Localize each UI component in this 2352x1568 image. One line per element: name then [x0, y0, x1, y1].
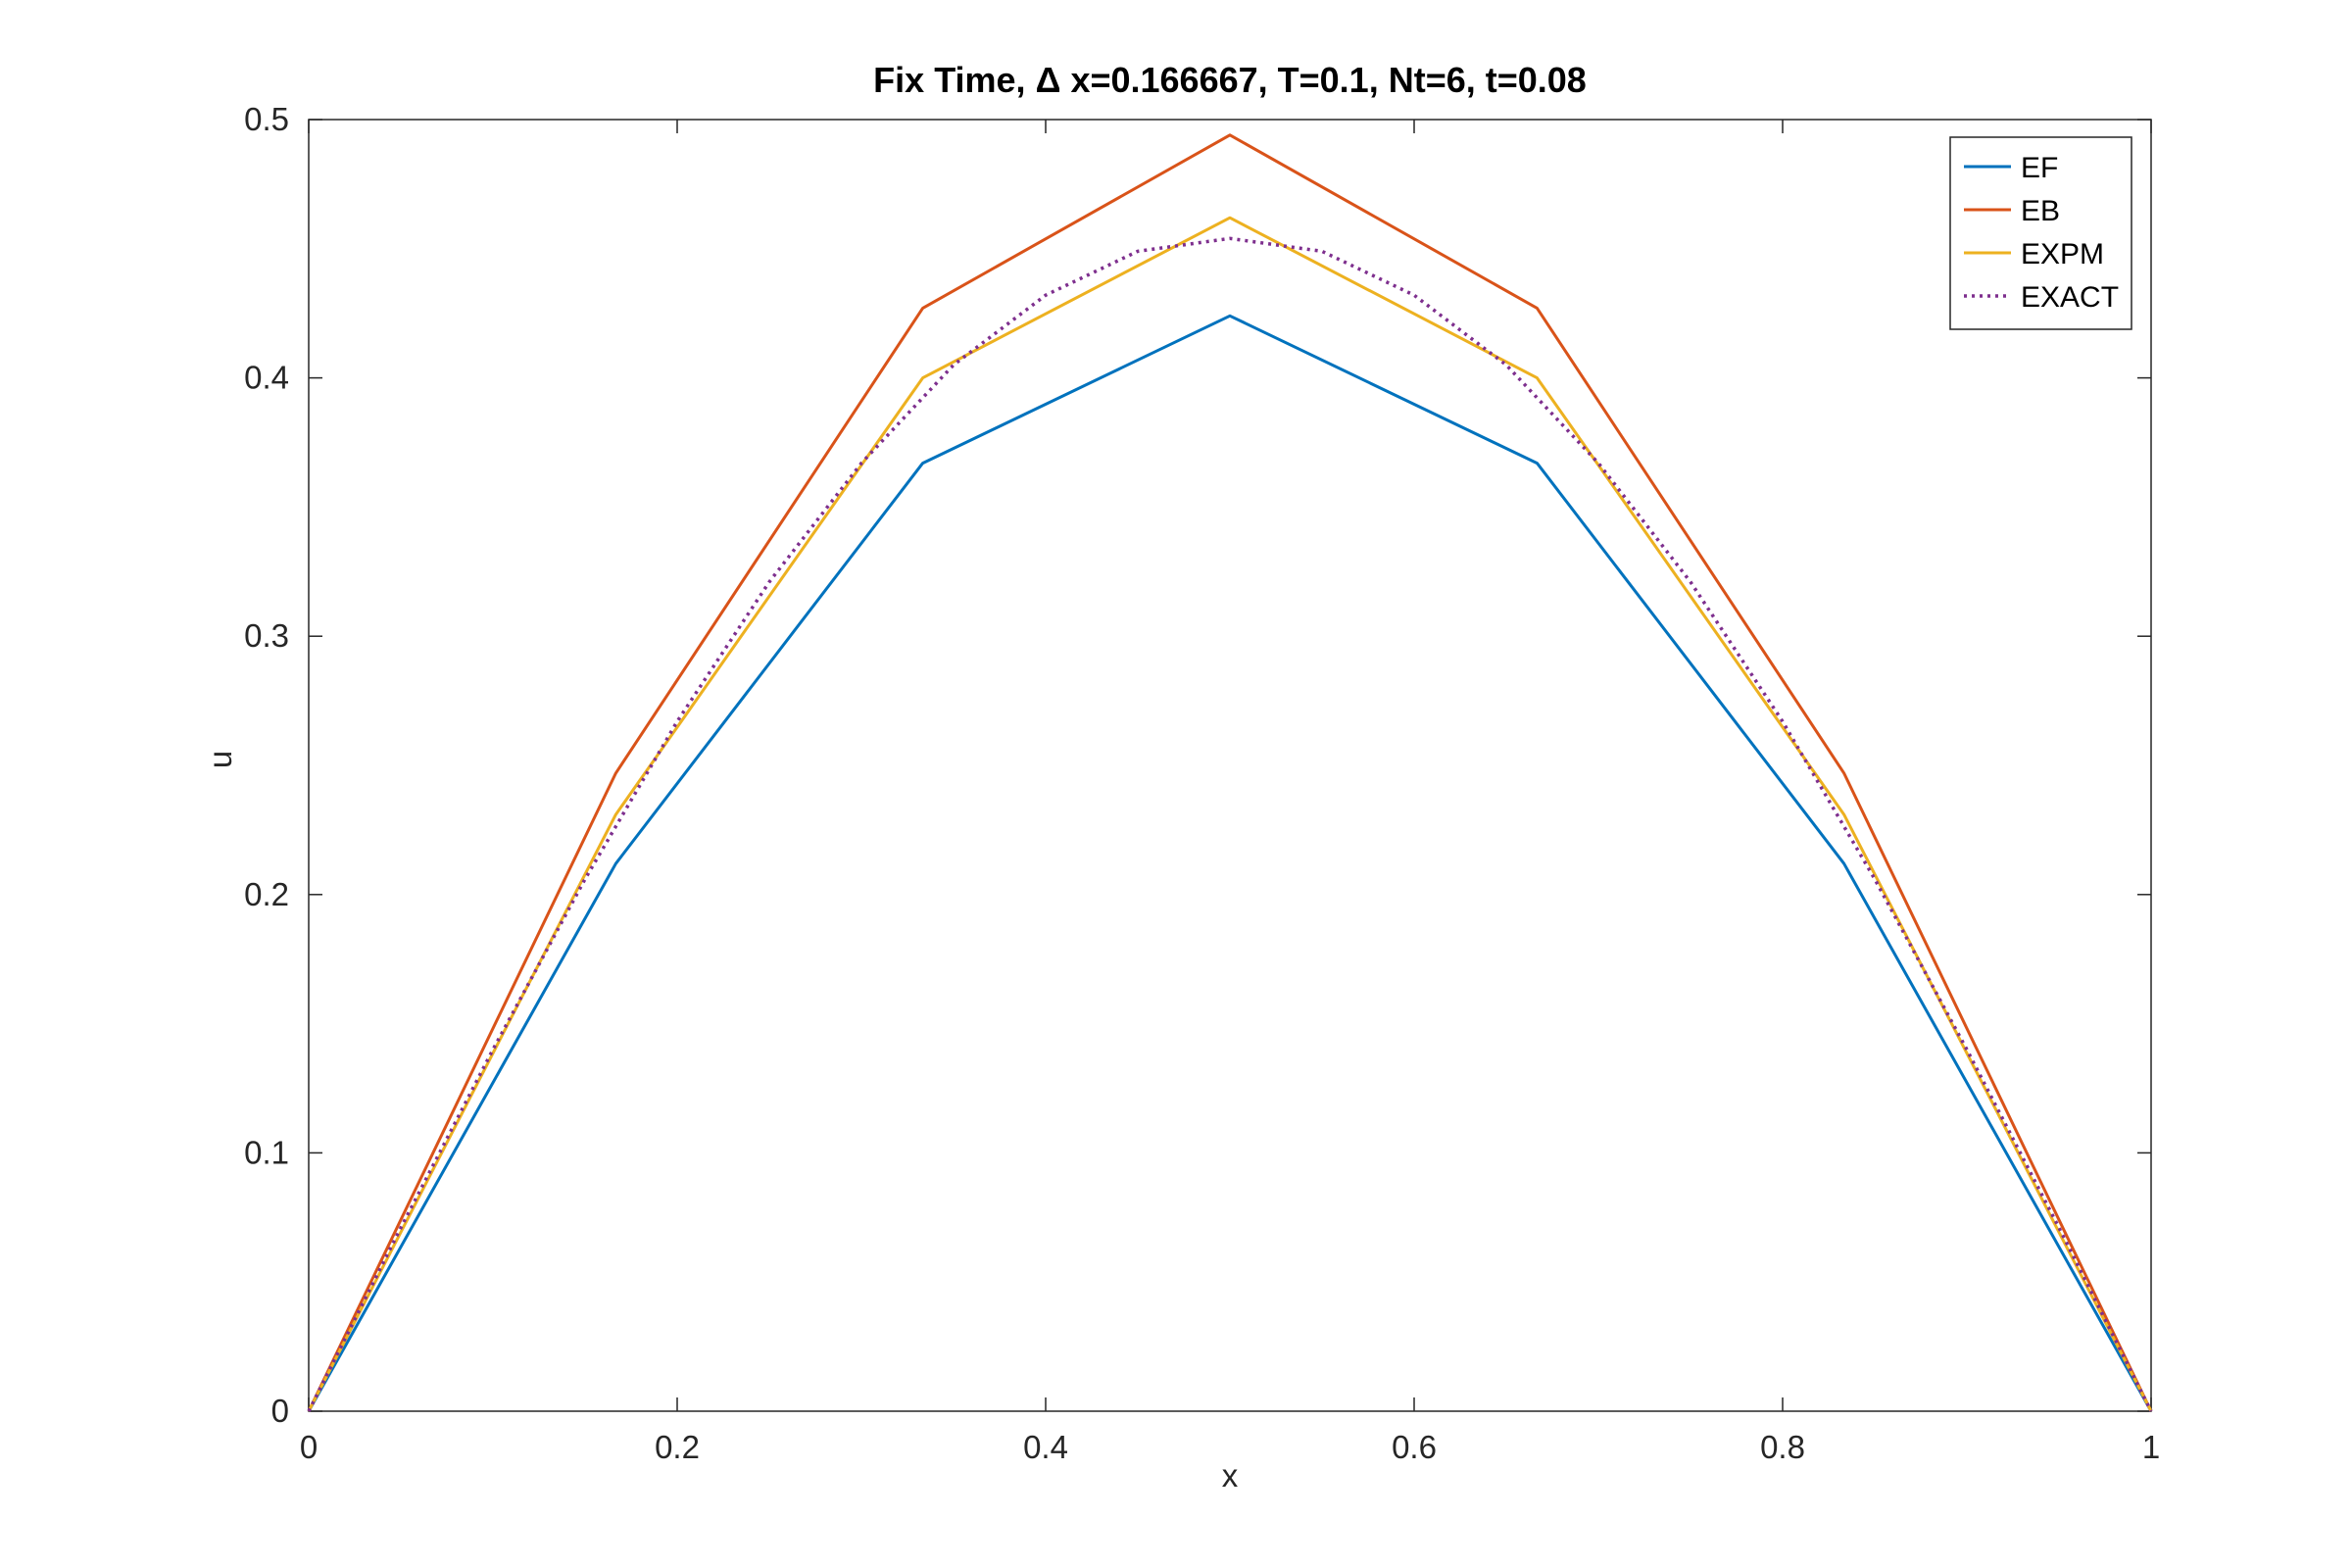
series-line-expm	[307, 216, 2153, 1412]
x-tick-label: 0.4	[1023, 1429, 1068, 1465]
x-axis-label: x	[1222, 1457, 1239, 1494]
y-tick-label: 0.1	[244, 1134, 289, 1170]
chart-title: Fix Time, Δ x=0.166667, T=0.1, Nt=6, t=0…	[873, 60, 1587, 100]
y-axis-label: u	[202, 751, 238, 768]
series-line-eb	[307, 133, 2153, 1412]
legend: EF EB EXPM EXACT	[1949, 136, 2132, 330]
legend-label-expm: EXPM	[2021, 238, 2104, 270]
x-tick-label: 0.8	[1760, 1429, 1805, 1465]
y-tick-label: 0	[271, 1393, 289, 1429]
y-tick-label: 0.4	[244, 360, 289, 396]
y-tick-label: 0.5	[244, 101, 289, 137]
x-tick-label: 0	[300, 1429, 318, 1465]
y-tick-label: 0.2	[244, 876, 289, 912]
y-tick-label: 0.3	[244, 617, 289, 654]
legend-label-ef: EF	[2021, 152, 2058, 184]
x-tick-label: 0.2	[655, 1429, 700, 1465]
plot-area: 0 0.2 0.4 0.6 0.8 1 0 0.1 0.2 0.3 0.4 0.5	[244, 101, 2160, 1465]
series-line-ef	[307, 314, 2153, 1412]
x-tick-label: 1	[2142, 1429, 2160, 1465]
series-line-exact	[307, 236, 2153, 1412]
legend-label-exact: EXACT	[2021, 281, 2119, 314]
x-tick-label: 0.6	[1392, 1429, 1437, 1465]
axes-box	[308, 119, 2152, 1412]
legend-label-eb: EB	[2021, 195, 2060, 227]
